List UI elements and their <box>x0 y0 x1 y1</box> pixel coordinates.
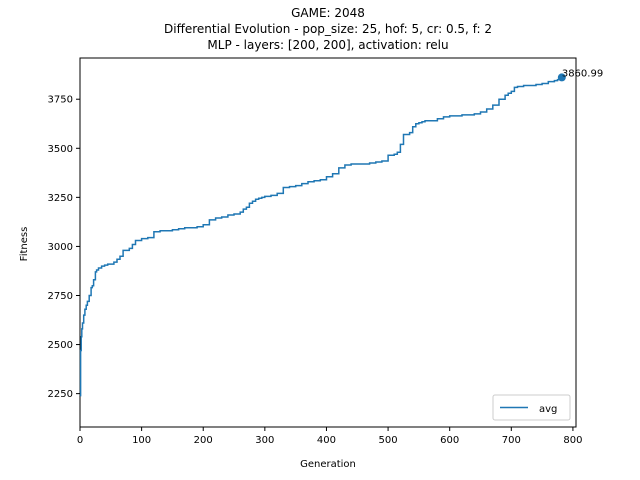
x-tick-label: 0 <box>77 435 83 446</box>
y-tick-label: 3000 <box>48 242 73 253</box>
plot-area <box>79 57 577 428</box>
y-tick-label: 2250 <box>48 389 73 400</box>
legend: avg <box>492 394 571 421</box>
y-tick-label: 3250 <box>48 193 73 204</box>
plot-frame <box>79 57 577 428</box>
x-tick-label: 100 <box>132 435 151 446</box>
y-axis-ticks: 2250 2500 2750 3000 3250 3500 3750 <box>48 95 80 400</box>
x-tick-label: 700 <box>502 435 521 446</box>
x-tick-label: 300 <box>255 435 274 446</box>
chart-title-line-3: MLP - layers: [200, 200], activation: re… <box>207 38 448 52</box>
series-layer: 3860.99 <box>79 68 603 397</box>
chart-title-line-1: GAME: 2048 <box>291 6 365 20</box>
final-value-marker <box>557 73 566 82</box>
y-tick-label: 2500 <box>48 340 73 351</box>
legend-avg-label: avg <box>539 404 557 415</box>
chart-title-line-2: Differential Evolution - pop_size: 25, h… <box>164 22 492 36</box>
x-tick-label: 400 <box>317 435 336 446</box>
x-tick-label: 200 <box>194 435 213 446</box>
x-axis-ticks: 0 100 200 300 400 500 600 700 800 <box>77 427 582 446</box>
y-tick-label: 3750 <box>48 95 73 106</box>
series-line-avg <box>79 77 565 397</box>
x-tick-label: 600 <box>440 435 459 446</box>
y-tick-label: 2750 <box>48 291 73 302</box>
final-value-label: 3860.99 <box>562 68 603 79</box>
x-axis-label: Generation <box>300 459 356 470</box>
x-tick-label: 500 <box>379 435 398 446</box>
x-tick-label: 800 <box>563 435 582 446</box>
y-tick-label: 3500 <box>48 144 73 155</box>
y-axis-label: Fitness <box>19 227 30 262</box>
legend-box <box>492 394 571 421</box>
